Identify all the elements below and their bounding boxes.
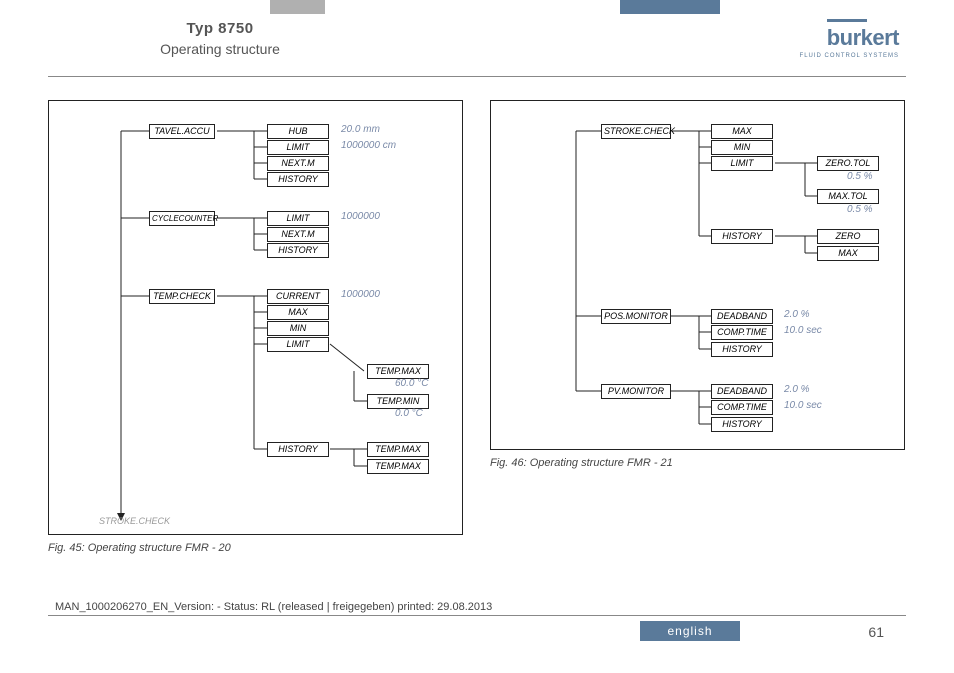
value-pv-comptime: 10.0 sec [784,400,822,411]
node-pv-history: HISTORY [711,417,773,432]
node-pvmonitor: PV.MONITOR [601,384,671,399]
node-max: MAX [267,305,329,320]
diagram-fmr-21: STROKE.CHECK MAX MIN LIMIT HISTORY ZERO.… [490,100,905,450]
header-tab-left [270,0,325,14]
node-posmonitor: POS.MONITOR [601,309,671,324]
node-maxtol: MAX.TOL [817,189,879,204]
node-pm-comptime: COMP.TIME [711,325,773,340]
node-tempcheck: TEMP.CHECK [149,289,215,304]
node-pm-deadband: DEADBAND [711,309,773,324]
value-current: 1000000 [341,289,380,300]
value-cc-limit: 1000000 [341,211,380,222]
value-tempmax: 60.0 °C [395,378,428,389]
page-number: 61 [868,624,884,640]
node-strokecheck: STROKE.CHECK [601,124,671,139]
node-current: CURRENT [267,289,329,304]
value-zerotol: 0.5 % [847,171,873,182]
value-limit: 1000000 cm [341,140,396,151]
value-tempmin: 0.0 °C [395,408,423,419]
node-travel-accu: TAVEL.ACCU [149,124,215,139]
diagram-fmr-20: TAVEL.ACCU HUB LIMIT NEXT.M HISTORY 20.0… [48,100,463,535]
node-cc-limit: LIMIT [267,211,329,226]
node-limit: LIMIT [267,140,329,155]
header: Typ 8750 Operating structure burkert FLU… [0,0,954,78]
language-badge: english [640,621,740,641]
footer-rule [48,615,906,616]
node-tempmax: TEMP.MAX [367,364,429,379]
node-cc-history: HISTORY [267,243,329,258]
node-sc-min: MIN [711,140,773,155]
node-sc-limit: LIMIT [711,156,773,171]
value-maxtol: 0.5 % [847,204,873,215]
node-tc-limit: LIMIT [267,337,329,352]
node-pv-comptime: COMP.TIME [711,400,773,415]
footer-meta: MAN_1000206270_EN_Version: - Status: RL … [55,601,492,613]
logo-text: burkert [827,25,899,50]
doc-type: Typ 8750 [60,20,380,37]
value-pv-deadband: 2.0 % [784,384,810,395]
value-hub: 20.0 mm [341,124,380,135]
ghost-stroke-check: STROKE.CHECK [99,516,170,526]
brand-logo: burkert FLUID CONTROL SYSTEMS [800,25,899,59]
node-min: MIN [267,321,329,336]
header-rule [48,76,906,77]
node-pv-deadband: DEADBAND [711,384,773,399]
caption-right: Fig. 46: Operating structure FMR - 21 [490,457,673,469]
node-cyclecounter: CYCLECOUNTER [149,211,215,226]
node-nextm: NEXT.M [267,156,329,171]
node-tempmin: TEMP.MIN [367,394,429,409]
title-block: Typ 8750 Operating structure [60,20,380,57]
node-history: HISTORY [267,172,329,187]
value-pm-comptime: 10.0 sec [784,325,822,336]
logo-tagline: FLUID CONTROL SYSTEMS [800,53,899,59]
caption-left: Fig. 45: Operating structure FMR - 20 [48,542,231,554]
node-sc-history: HISTORY [711,229,773,244]
node-zerotol: ZERO.TOL [817,156,879,171]
node-hist-zero: ZERO [817,229,879,244]
node-hist-max: MAX [817,246,879,261]
node-cc-nextm: NEXT.M [267,227,329,242]
node-hist-tempmax1: TEMP.MAX [367,442,429,457]
node-hist-tempmax2: TEMP.MAX [367,459,429,474]
node-sc-max: MAX [711,124,773,139]
value-pm-deadband: 2.0 % [784,309,810,320]
node-tc-history: HISTORY [267,442,329,457]
doc-subtitle: Operating structure [60,41,380,57]
header-tab-right [620,0,720,14]
node-pm-history: HISTORY [711,342,773,357]
node-hub: HUB [267,124,329,139]
